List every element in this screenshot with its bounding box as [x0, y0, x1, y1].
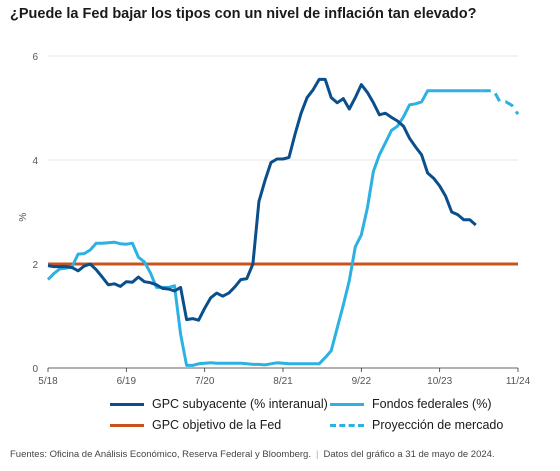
source-note: Fuentes: Oficina de Análisis Económico, … — [10, 449, 495, 460]
legend-label-fed-funds: Fondos federales (%) — [372, 397, 492, 411]
fed-funds-line — [46, 89, 482, 367]
x-tick-label-2: 7/20 — [195, 376, 215, 387]
legend-label-core-pce: GPC subyacente (% interanual) — [152, 397, 328, 411]
market-projection-line — [481, 89, 520, 116]
legend-label-fed-target: GPC objetivo de la Fed — [152, 418, 282, 432]
legend-item-fed-funds: Fondos federales (%) — [330, 397, 492, 411]
legend-item-market-projection: Proyección de mercado — [330, 418, 503, 432]
source-separator: | — [315, 449, 319, 460]
x-tick-label-3: 8/21 — [273, 376, 293, 387]
axes: 0 2 4 6 5/18 6/19 7/20 8/21 9/22 10/23 11/24% — [18, 52, 531, 387]
legend-item-fed-target: GPC objetivo de la Fed — [110, 418, 281, 432]
series-lines — [46, 77, 520, 367]
chart-title: ¿Puede la Fed bajar los tipos con un niv… — [10, 6, 477, 22]
x-tick-label-4: 9/22 — [352, 376, 372, 387]
legend-item-core-pce: GPC subyacente (% interanual) — [110, 397, 328, 411]
y-tick-label-2: 2 — [32, 260, 38, 271]
source-text: Fuentes: Oficina de Análisis Económico, … — [10, 449, 311, 460]
legend: GPC subyacente (% interanual) Fondos fed… — [0, 390, 560, 440]
y-tick-label-4: 4 — [32, 156, 38, 167]
legend-swatch-market-projection — [330, 423, 364, 427]
x-tick-label-1: 6/19 — [117, 376, 137, 387]
legend-label-market-projection: Proyección de mercado — [372, 418, 504, 432]
legend-swatch-core-pce — [110, 402, 144, 406]
y-tick-label-0: 0 — [32, 364, 38, 375]
legend-swatch-fed-target — [110, 423, 144, 427]
x-tick-label-5: 10/23 — [427, 376, 452, 387]
line-chart: 0 2 4 6 5/18 6/19 7/20 8/21 9/22 10/23 11/24% — [18, 52, 531, 387]
y-tick-label-6: 6 — [32, 52, 38, 63]
x-tick-label-0: 5/18 — [38, 376, 58, 387]
x-tick-label-6: 11/24 — [506, 376, 531, 387]
source-date-note: Datos del gráfico a 31 de mayo de 2024. — [323, 449, 495, 460]
y-axis-label: % — [18, 213, 29, 222]
core-pce-line — [47, 77, 477, 322]
legend-swatch-fed-funds — [330, 402, 364, 406]
